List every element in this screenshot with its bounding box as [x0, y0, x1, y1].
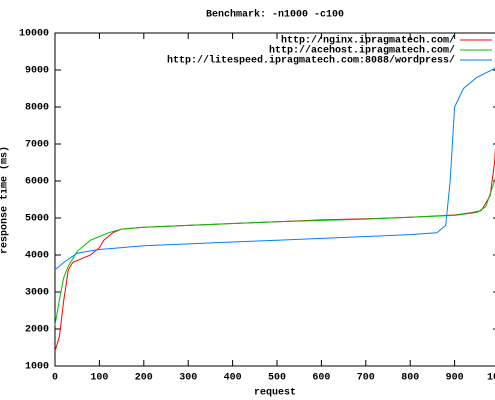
chart-title: Benchmark: -n1000 -c100 [206, 9, 344, 21]
x-tick-label: 700 [357, 373, 375, 384]
legend-label: http://nginx.ipragmatech.com/ [281, 35, 455, 47]
x-tick-label: 500 [268, 373, 286, 384]
y-tick-label: 1000 [25, 362, 49, 373]
legend-label: http://litespeed.ipragmatech.com:8088/wo… [167, 55, 455, 67]
series-line [54, 67, 495, 271]
x-tick-label: 200 [135, 373, 153, 384]
y-axis-label: response time (ms) [0, 146, 11, 254]
x-tick-label: 1000 [487, 373, 495, 384]
x-tick-label: 600 [312, 373, 330, 384]
y-tick-label: 3000 [25, 288, 49, 299]
y-tick-label: 6000 [25, 177, 49, 188]
y-tick-label: 8000 [25, 103, 49, 114]
y-tick-label: 2000 [25, 325, 49, 336]
x-axis-label: request [254, 388, 296, 399]
y-tick-label: 5000 [25, 214, 49, 225]
y-tick-label: 10000 [19, 29, 49, 40]
x-tick-label: 0 [52, 373, 58, 384]
y-tick-label: 9000 [25, 66, 49, 77]
legend-label: http://acehost.ipragmatech.com/ [269, 45, 455, 57]
plot-border [54, 32, 495, 367]
x-tick-label: 300 [179, 373, 197, 384]
series-line [54, 177, 495, 326]
y-tick-label: 4000 [25, 251, 49, 262]
y-tick-label: 7000 [25, 140, 49, 151]
x-tick-label: 400 [224, 373, 242, 384]
x-tick-label: 900 [446, 373, 464, 384]
x-tick-label: 100 [90, 373, 108, 384]
x-tick-label: 800 [401, 373, 419, 384]
